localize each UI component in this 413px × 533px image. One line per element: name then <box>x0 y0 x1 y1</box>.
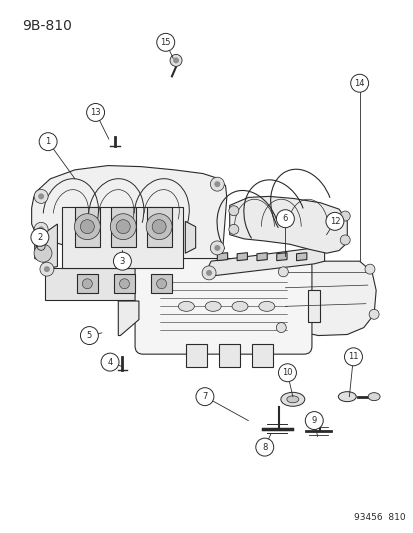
Polygon shape <box>307 290 320 322</box>
Text: 9: 9 <box>311 416 316 425</box>
Polygon shape <box>31 166 226 277</box>
Circle shape <box>82 279 92 289</box>
Polygon shape <box>146 207 171 247</box>
Ellipse shape <box>286 396 298 403</box>
Polygon shape <box>252 344 272 367</box>
Polygon shape <box>111 207 135 247</box>
Text: 9B-810: 9B-810 <box>23 19 72 33</box>
Circle shape <box>80 220 94 233</box>
Circle shape <box>364 264 374 274</box>
Polygon shape <box>35 224 57 269</box>
Polygon shape <box>185 221 195 253</box>
Polygon shape <box>219 344 240 367</box>
Polygon shape <box>186 344 206 367</box>
Ellipse shape <box>280 392 304 406</box>
Text: 93456  810: 93456 810 <box>353 513 404 522</box>
Circle shape <box>157 34 174 51</box>
Circle shape <box>210 241 224 255</box>
Polygon shape <box>151 274 171 293</box>
Circle shape <box>39 133 57 151</box>
Circle shape <box>80 327 98 344</box>
Polygon shape <box>209 248 324 276</box>
Circle shape <box>228 206 238 216</box>
Circle shape <box>170 54 182 67</box>
Ellipse shape <box>205 301 221 311</box>
Circle shape <box>195 387 214 406</box>
Text: 10: 10 <box>282 368 292 377</box>
Polygon shape <box>273 261 375 336</box>
Circle shape <box>38 227 44 232</box>
Circle shape <box>86 103 104 122</box>
Ellipse shape <box>231 301 247 311</box>
Circle shape <box>344 348 361 366</box>
Circle shape <box>113 252 131 270</box>
Circle shape <box>110 214 136 240</box>
Circle shape <box>152 220 166 233</box>
Ellipse shape <box>337 392 356 402</box>
Polygon shape <box>276 253 286 261</box>
Ellipse shape <box>258 301 274 311</box>
Text: 15: 15 <box>160 38 171 47</box>
Circle shape <box>278 364 296 382</box>
Text: 8: 8 <box>261 442 267 451</box>
Circle shape <box>255 438 273 456</box>
Circle shape <box>119 279 129 289</box>
Circle shape <box>214 181 220 187</box>
Circle shape <box>275 322 285 333</box>
Circle shape <box>350 74 368 92</box>
Polygon shape <box>75 207 100 247</box>
Text: 1: 1 <box>45 137 51 146</box>
Text: 6: 6 <box>282 214 287 223</box>
Circle shape <box>325 212 343 230</box>
Polygon shape <box>237 253 247 261</box>
Circle shape <box>173 58 178 63</box>
Text: 11: 11 <box>347 352 358 361</box>
Circle shape <box>74 214 100 240</box>
Circle shape <box>304 411 323 430</box>
Text: 3: 3 <box>119 257 125 265</box>
Circle shape <box>31 228 49 246</box>
Circle shape <box>40 262 54 276</box>
FancyBboxPatch shape <box>135 259 311 354</box>
Circle shape <box>202 266 216 280</box>
Circle shape <box>278 267 287 277</box>
Text: 13: 13 <box>90 108 101 117</box>
Circle shape <box>44 266 50 272</box>
Circle shape <box>276 209 294 228</box>
Circle shape <box>34 244 52 262</box>
Ellipse shape <box>178 301 194 311</box>
Circle shape <box>146 214 172 240</box>
Circle shape <box>228 224 238 235</box>
Ellipse shape <box>367 393 379 401</box>
Circle shape <box>101 353 119 371</box>
Circle shape <box>206 270 211 276</box>
Circle shape <box>34 222 48 236</box>
Circle shape <box>368 309 378 319</box>
Polygon shape <box>217 253 227 261</box>
Text: 14: 14 <box>354 79 364 88</box>
Polygon shape <box>77 274 97 293</box>
Polygon shape <box>256 253 267 261</box>
Circle shape <box>34 189 48 204</box>
Circle shape <box>116 220 130 233</box>
Circle shape <box>339 235 349 245</box>
Polygon shape <box>62 207 183 268</box>
Text: 2: 2 <box>37 233 43 242</box>
Polygon shape <box>114 274 135 293</box>
Text: 7: 7 <box>202 392 207 401</box>
Circle shape <box>156 279 166 289</box>
Text: 5: 5 <box>87 331 92 340</box>
Text: 12: 12 <box>329 217 339 226</box>
Circle shape <box>210 177 224 191</box>
Circle shape <box>38 193 44 199</box>
Text: 4: 4 <box>107 358 112 367</box>
Polygon shape <box>45 268 211 300</box>
Circle shape <box>339 211 349 221</box>
Circle shape <box>214 245 220 251</box>
Polygon shape <box>296 253 306 261</box>
Polygon shape <box>229 196 347 253</box>
Polygon shape <box>118 301 139 336</box>
